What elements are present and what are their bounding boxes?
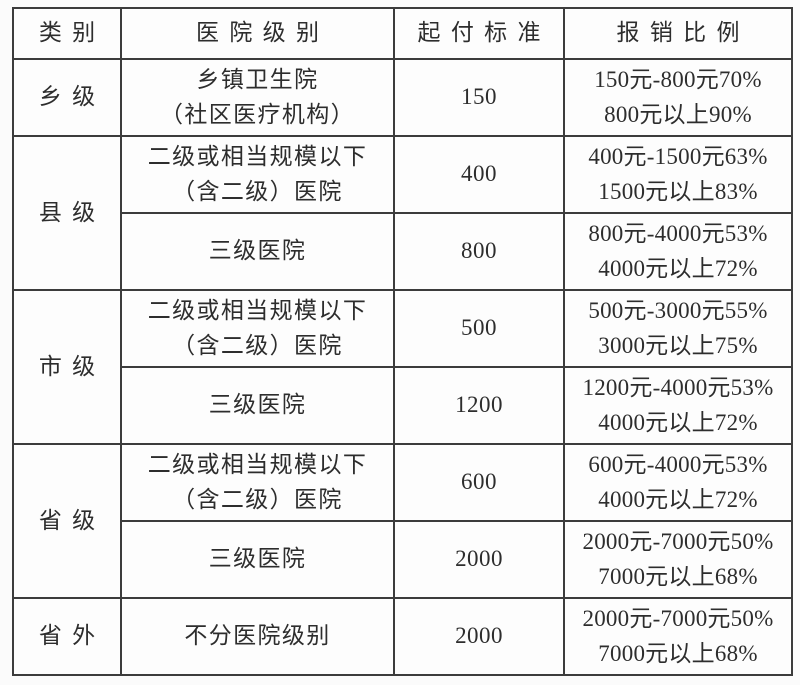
table-row-province-tier2: 省级 二级或相当规模以下 （含二级）医院 600 600元-4000元53% 4… xyxy=(12,443,793,599)
cell-deductible: 2000 xyxy=(393,520,565,599)
header-ratio: 报销比例 xyxy=(563,7,793,60)
cell-ratio: 2000元-7000元50% 7000元以上68% xyxy=(563,597,793,676)
cell-ratio: 400元-1500元63% 1500元以上83% xyxy=(563,135,793,214)
cell-deductible: 150 xyxy=(393,58,565,137)
cell-deductible: 1200 xyxy=(393,366,565,445)
cell-ratio: 600元-4000元53% 4000元以上72% xyxy=(563,443,793,522)
cell-hospital-level: 二级或相当规模以下 （含二级）医院 xyxy=(120,289,395,368)
cell-ratio: 500元-3000元55% 3000元以上75% xyxy=(563,289,793,368)
cell-hospital-level: 乡镇卫生院 （社区医疗机构） xyxy=(120,58,395,137)
cell-category-township: 乡级 xyxy=(12,58,122,137)
table-row-province-tier3: 三级医院 2000 2000元-7000元50% 7000元以上68% xyxy=(13,520,793,599)
cell-hospital-level: 三级医院 xyxy=(120,212,395,291)
cell-deductible: 600 xyxy=(393,443,565,522)
cell-ratio: 2000元-7000元50% 7000元以上68% xyxy=(563,520,793,599)
cell-hospital-level: 不分医院级别 xyxy=(120,597,395,676)
cell-category-county: 县级 xyxy=(12,135,122,291)
table-row-county-tier3: 三级医院 800 800元-4000元53% 4000元以上72% xyxy=(13,212,793,291)
cell-hospital-level: 二级或相当规模以下 （含二级）医院 xyxy=(120,443,395,522)
cell-deductible: 400 xyxy=(393,135,565,214)
cell-ratio: 150元-800元70% 800元以上90% xyxy=(563,58,793,137)
header-deductible: 起付标准 xyxy=(393,7,565,60)
cell-category-out-of-province: 省外 xyxy=(12,597,122,676)
table-row-city-tier3: 三级医院 1200 1200元-4000元53% 4000元以上72% xyxy=(13,366,793,445)
cell-category-city: 市级 xyxy=(12,289,122,445)
cell-deductible: 2000 xyxy=(393,597,565,676)
cell-hospital-level: 二级或相当规模以下 （含二级）医院 xyxy=(120,135,395,214)
cell-deductible: 800 xyxy=(393,212,565,291)
header-row: 类别 医院级别 起付标准 报销比例 xyxy=(12,7,793,60)
cell-category-province: 省级 xyxy=(12,443,122,599)
table-row-out-of-province: 省外 不分医院级别 2000 2000元-7000元50% 7000元以上68% xyxy=(12,597,793,676)
cell-ratio: 1200元-4000元53% 4000元以上72% xyxy=(563,366,793,445)
cell-deductible: 500 xyxy=(393,289,565,368)
cell-ratio: 800元-4000元53% 4000元以上72% xyxy=(563,212,793,291)
table-row-county-tier2: 县级 二级或相当规模以下 （含二级）医院 400 400元-1500元63% 1… xyxy=(12,135,793,291)
header-category: 类别 xyxy=(12,7,122,60)
header-hospital-level: 医院级别 xyxy=(120,7,395,60)
cell-hospital-level: 三级医院 xyxy=(120,520,395,599)
reimbursement-table: 类别 医院级别 起付标准 报销比例 乡级 乡镇卫生院 （社区医疗机构） 150 … xyxy=(12,7,793,676)
table-row-township: 乡级 乡镇卫生院 （社区医疗机构） 150 150元-800元70% 800元以… xyxy=(12,58,793,137)
table-row-city-tier2: 市级 二级或相当规模以下 （含二级）医院 500 500元-3000元55% 3… xyxy=(12,289,793,445)
cell-hospital-level: 三级医院 xyxy=(120,366,395,445)
